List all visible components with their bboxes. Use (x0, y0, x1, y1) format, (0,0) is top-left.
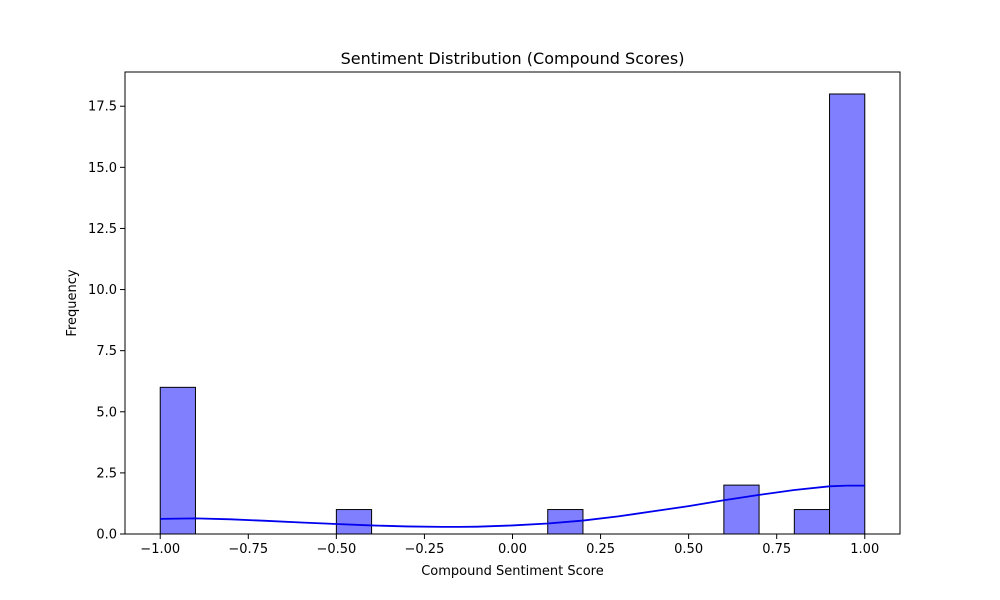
y-tick-label: 5.0 (96, 405, 117, 420)
x-tick-label: −0.50 (316, 542, 356, 557)
histogram-bar-3 (723, 484, 760, 535)
y-tick-label: 2.5 (96, 466, 117, 481)
y-axis-label: Frequency (65, 269, 80, 336)
y-axis-ticks: 0.0 2.5 5.0 7.5 10.0 12.5 15.0 17.5 (88, 100, 125, 543)
kde-curve (160, 484, 865, 528)
histogram-bar-0 (159, 386, 196, 535)
y-tick-label: 0.0 (96, 528, 117, 543)
x-tick-label: −0.25 (405, 542, 445, 557)
y-tick-label: 7.5 (96, 344, 117, 359)
x-tick-label: 0.50 (674, 542, 703, 557)
x-tick-label: 0.25 (586, 542, 615, 557)
x-tick-label: 1.00 (850, 542, 879, 557)
y-tick-label: 12.5 (88, 222, 117, 237)
bars-layer (159, 93, 866, 535)
y-tick-label: 17.5 (88, 100, 117, 115)
x-tick-label: 0.75 (762, 542, 791, 557)
chart-title: Sentiment Distribution (Compound Scores) (341, 49, 685, 68)
y-tick-label: 15.0 (88, 161, 117, 176)
x-axis-label: Compound Sentiment Score (421, 564, 604, 579)
histogram-bar-5 (829, 93, 866, 535)
y-tick-label: 10.0 (88, 283, 117, 298)
x-tick-label: 0.00 (498, 542, 527, 557)
histogram-bar-4 (793, 509, 831, 535)
x-axis-ticks: −1.00 −0.75 −0.50 −0.25 0.00 0.25 0.50 0.75 1.00 (140, 534, 879, 557)
histogram-bar-1 (335, 509, 373, 535)
x-tick-label: −0.75 (228, 542, 268, 557)
x-tick-label: −1.00 (140, 542, 180, 557)
